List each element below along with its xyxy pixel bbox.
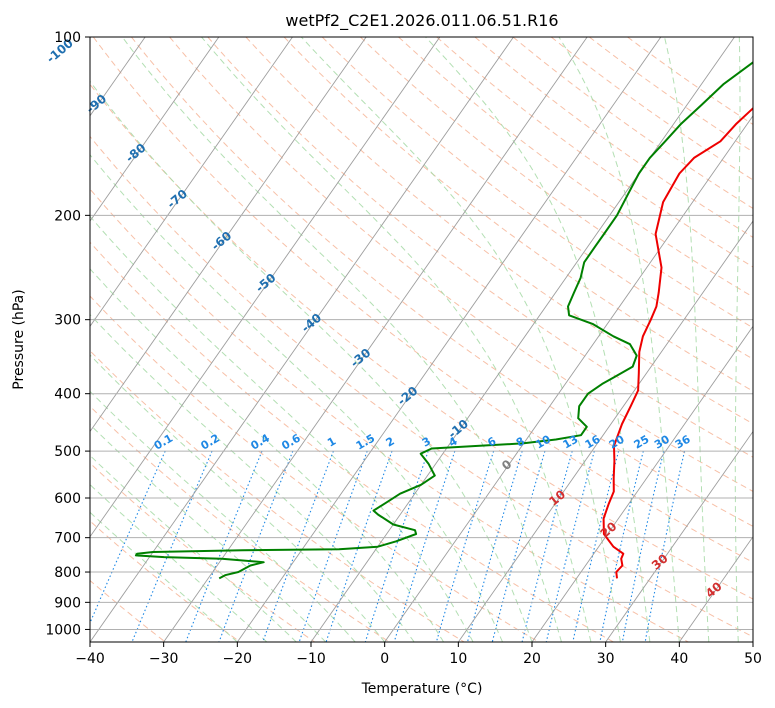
dry-adiabat bbox=[550, 37, 753, 181]
y-tick-label: 700 bbox=[54, 531, 81, 547]
isotherm-line bbox=[90, 37, 441, 538]
isotherm-line bbox=[457, 220, 753, 642]
isotherm-line bbox=[678, 535, 753, 642]
moist-adiabat bbox=[90, 80, 533, 642]
mixing-ratio-line bbox=[521, 450, 573, 642]
y-axis-label: Pressure (hPa) bbox=[11, 289, 27, 389]
y-tick-label: 600 bbox=[54, 491, 81, 507]
moist-adiabat bbox=[90, 390, 356, 642]
curve-layer bbox=[134, 61, 753, 580]
x-tick-label: −30 bbox=[149, 651, 179, 667]
isotherm-line bbox=[310, 37, 735, 642]
x-tick-label: 10 bbox=[449, 651, 467, 667]
isotherm-line bbox=[90, 37, 220, 222]
chart-title: wetPf2_C2E1.2026.011.06.51.R16 bbox=[285, 11, 558, 31]
isotherm-line bbox=[236, 37, 662, 642]
mixing-ratio-line bbox=[435, 450, 495, 642]
dry-adiabat bbox=[360, 37, 753, 329]
moist-adiabat bbox=[425, 37, 651, 642]
y-tick-label: 1000 bbox=[45, 622, 81, 638]
isotherm-line bbox=[163, 37, 588, 642]
dry-adiabat bbox=[588, 37, 753, 153]
isotherm-line bbox=[90, 37, 367, 433]
x-tick-label: −20 bbox=[223, 651, 253, 667]
grid-layer bbox=[90, 37, 753, 642]
dry-adiabat bbox=[90, 241, 614, 642]
dry-adiabat bbox=[90, 405, 390, 642]
mixing-ratio-line bbox=[621, 450, 665, 642]
moist-adiabat bbox=[90, 313, 415, 642]
moist-adiabat bbox=[90, 154, 503, 642]
mixing-ratio-line bbox=[393, 450, 456, 642]
x-tick-label: −40 bbox=[75, 651, 105, 667]
dry-adiabat bbox=[90, 462, 315, 642]
isotherm-line bbox=[90, 37, 293, 328]
isotherm-line bbox=[531, 325, 753, 642]
x-tick-label: 50 bbox=[744, 651, 762, 667]
axis-layer: −40 −30 −20 −10 0 10 20 30 40 50 100 200 300 400 500 60… bbox=[45, 30, 762, 667]
dry-adiabat bbox=[90, 350, 465, 642]
moist-adiabat bbox=[734, 37, 741, 642]
dry-adiabat bbox=[90, 188, 689, 642]
x-tick-label: 40 bbox=[670, 651, 688, 667]
mixing-ratio-line bbox=[491, 450, 546, 642]
x-tick-label: 20 bbox=[523, 651, 541, 667]
dry-adiabat bbox=[169, 37, 753, 492]
dry-adiabat bbox=[321, 37, 753, 360]
y-tick-label: 900 bbox=[54, 595, 81, 611]
dry-adiabat bbox=[131, 37, 753, 527]
x-tick-label: 30 bbox=[597, 651, 615, 667]
moist-adiabat bbox=[300, 37, 621, 642]
mixing-ratio-line bbox=[131, 450, 213, 642]
y-tick-label: 300 bbox=[54, 313, 81, 329]
mixing-ratio-line bbox=[466, 450, 523, 642]
moist-adiabat bbox=[90, 215, 474, 642]
mixing-ratio-line bbox=[364, 450, 429, 642]
mixing-ratio-line bbox=[325, 450, 393, 642]
y-tick-label: 100 bbox=[54, 30, 81, 46]
x-axis-label: Temperature (°C) bbox=[361, 681, 483, 697]
temperature-profile bbox=[602, 106, 753, 579]
isotherm-line bbox=[384, 115, 753, 642]
dry-adiabat bbox=[90, 83, 753, 600]
dry-adiabat bbox=[245, 37, 753, 425]
y-tick-label: 400 bbox=[54, 387, 81, 403]
y-tick-label: 200 bbox=[54, 208, 81, 224]
moist-adiabat bbox=[90, 268, 445, 642]
y-tick-label: 800 bbox=[54, 565, 81, 581]
mixing-ratio-line bbox=[572, 450, 620, 642]
dry-adiabat bbox=[474, 37, 753, 238]
moist-adiabat bbox=[201, 37, 592, 642]
moist-adiabat bbox=[121, 37, 562, 642]
moist-adiabat bbox=[664, 37, 710, 642]
moist-adiabat bbox=[90, 483, 268, 642]
isotherm-line bbox=[90, 37, 514, 642]
mixing-ratio-line bbox=[90, 450, 166, 625]
dry-adiabat bbox=[207, 37, 753, 458]
mixing-ratio-line bbox=[298, 450, 368, 642]
moist-adiabat bbox=[558, 37, 680, 642]
plot-frame bbox=[89, 36, 754, 643]
moist-adiabat bbox=[90, 354, 386, 642]
y-tick-label: 500 bbox=[54, 444, 81, 460]
dry-adiabat bbox=[90, 135, 753, 638]
dry-adiabat bbox=[92, 37, 753, 563]
isotherm-line bbox=[605, 430, 753, 642]
x-tick-label: −10 bbox=[296, 651, 326, 667]
dry-adiabat bbox=[90, 295, 540, 642]
dewpoint-profile bbox=[134, 61, 753, 580]
x-tick-label: 0 bbox=[380, 651, 389, 667]
mixing-ratio-line bbox=[599, 450, 644, 642]
mixing-ratio-line bbox=[644, 450, 686, 642]
